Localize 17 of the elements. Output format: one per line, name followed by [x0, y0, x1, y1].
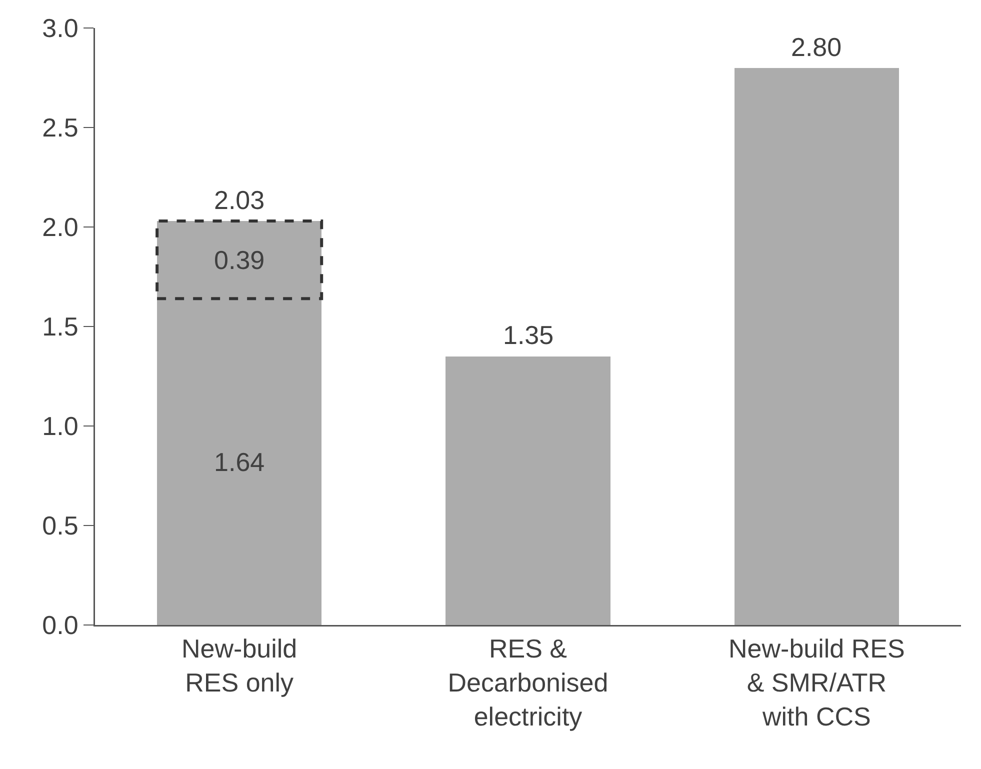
- y-tick-label: 1.5: [42, 312, 78, 342]
- bar: [446, 356, 610, 625]
- y-tick-label: 0.5: [42, 510, 78, 541]
- y-tick-label: 2.0: [42, 212, 78, 242]
- y-tick-label: 3.0: [42, 13, 78, 44]
- y-tick-label: 0.0: [42, 610, 78, 640]
- data-label: 0.39: [214, 244, 265, 275]
- y-tick-label: 1.0: [42, 411, 78, 442]
- x-tick-label: RES & Decarbonised electricity: [448, 634, 608, 732]
- total-label: 2.03: [214, 185, 265, 215]
- y-tick-label: 2.5: [42, 112, 78, 143]
- bar: [734, 68, 899, 625]
- total-label: 2.80: [791, 32, 842, 62]
- x-tick-label: New-build RES & SMR/ATR with CCS: [728, 634, 905, 732]
- total-label: 1.35: [503, 320, 554, 350]
- x-tick-label: New-build RES only: [182, 634, 298, 698]
- data-label: 1.64: [214, 446, 265, 477]
